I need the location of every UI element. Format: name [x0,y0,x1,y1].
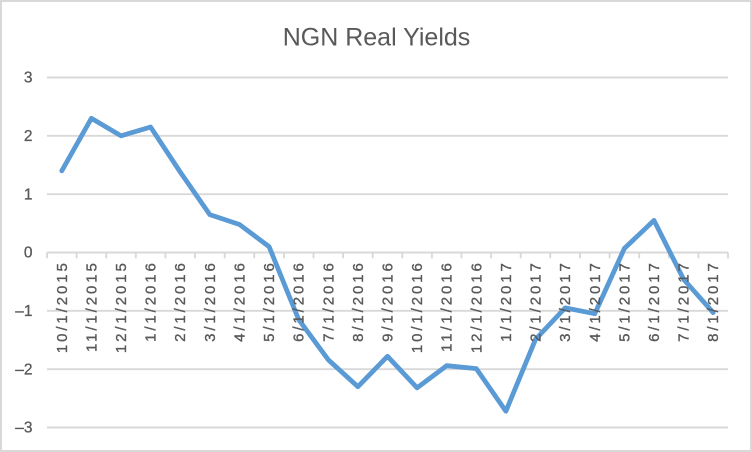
svg-text:3: 3 [24,70,33,87]
svg-text:6/1/2017: 6/1/2017 [646,260,663,342]
svg-text:11/1/2015: 11/1/2015 [83,260,100,352]
svg-text:1: 1 [24,186,33,203]
svg-text:4/1/2017: 4/1/2017 [587,260,604,342]
svg-text:6/1/2016: 6/1/2016 [291,260,308,342]
svg-text:3/1/2017: 3/1/2017 [557,260,574,342]
svg-text:7/1/2016: 7/1/2016 [320,260,337,342]
svg-text:10/1/2016: 10/1/2016 [409,260,426,353]
svg-text:1/1/2016: 1/1/2016 [143,260,160,342]
svg-text:1/1/2017: 1/1/2017 [498,260,515,342]
svg-text:12/1/2016: 12/1/2016 [468,260,485,353]
svg-text:8/1/2017: 8/1/2017 [705,260,722,342]
svg-text:–2: –2 [15,361,32,378]
svg-text:9/1/2016: 9/1/2016 [380,260,397,342]
svg-text:12/1/2015: 12/1/2015 [113,260,130,353]
svg-text:2/1/2017: 2/1/2017 [528,260,545,342]
svg-text:5/1/2017: 5/1/2017 [616,260,633,342]
svg-text:2/1/2016: 2/1/2016 [172,260,189,342]
svg-text:–1: –1 [15,303,32,320]
svg-text:8/1/2016: 8/1/2016 [350,260,367,342]
svg-text:5/1/2016: 5/1/2016 [261,260,278,342]
svg-text:11/1/2016: 11/1/2016 [439,260,456,352]
svg-text:2: 2 [24,128,33,145]
svg-text:NGN Real Yields: NGN Real Yields [283,24,471,52]
svg-text:10/1/2015: 10/1/2015 [54,260,71,353]
svg-text:4/1/2016: 4/1/2016 [232,260,249,342]
svg-text:0: 0 [24,245,33,262]
svg-text:7/1/2017: 7/1/2017 [676,260,693,342]
svg-text:3/1/2016: 3/1/2016 [202,260,219,342]
svg-text:–3: –3 [15,420,32,437]
